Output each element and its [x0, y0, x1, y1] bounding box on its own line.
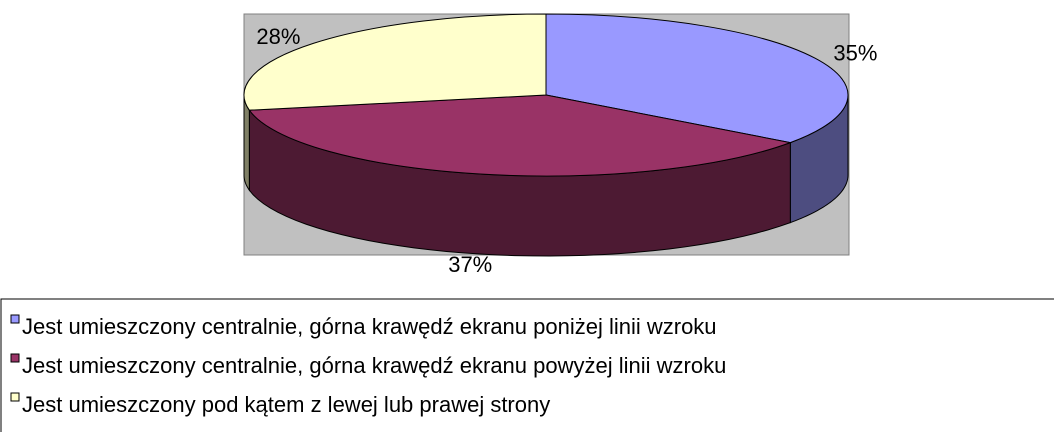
legend-label: Jest umieszczony centralnie, górna krawę…	[22, 314, 717, 339]
data-label: 35%	[833, 40, 877, 65]
data-label: 28%	[256, 24, 300, 49]
legend-marker	[10, 314, 20, 324]
legend-box	[0, 298, 1054, 437]
legend-marker	[10, 353, 20, 363]
pie-slice	[545, 13, 849, 144]
legend-label: Jest umieszczony centralnie, górna krawę…	[22, 353, 726, 378]
legend-label: Jest umieszczony pod kątem z lewej lub p…	[22, 392, 550, 417]
data-label: 37%	[448, 252, 492, 277]
legend-marker	[10, 392, 20, 402]
pie-slice	[243, 13, 547, 111]
pie-slice	[248, 94, 793, 177]
